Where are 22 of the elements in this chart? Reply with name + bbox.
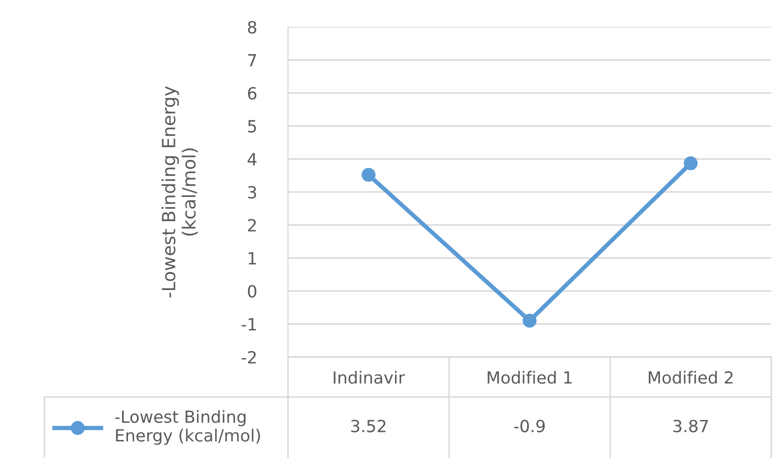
x-tick-label: Indinavir xyxy=(334,370,405,384)
point xyxy=(522,314,537,328)
legend-label: -Lowest Binding Energy (kcal/mol) xyxy=(115,410,260,445)
data-label: 3.52 xyxy=(351,420,386,432)
x-tick-label: Modified 1 xyxy=(488,370,572,384)
data-label: 3.87 xyxy=(673,420,708,432)
y-tick-label: 8 xyxy=(248,20,256,34)
y-tick-label: 0 xyxy=(248,284,256,298)
y-tick-label: 2 xyxy=(248,218,256,232)
y-tick-label: 3 xyxy=(248,186,256,199)
y-tick-label: -2 xyxy=(242,350,256,364)
y-tick-label: 1 xyxy=(248,252,256,264)
y-tick-label: 7 xyxy=(248,54,256,66)
x-tick-label: Modified 2 xyxy=(648,370,733,384)
y-tick-label: 4 xyxy=(248,153,257,166)
y-axis-title: -Lowest Binding Energy (kcal/mol) xyxy=(161,86,198,298)
y-tick-label: -1 xyxy=(242,318,256,330)
point xyxy=(362,168,376,182)
y-tick-label: 6 xyxy=(248,86,256,100)
y-tick-label: 5 xyxy=(248,120,256,133)
point xyxy=(684,156,698,170)
data-label: -0.9 xyxy=(514,420,545,432)
